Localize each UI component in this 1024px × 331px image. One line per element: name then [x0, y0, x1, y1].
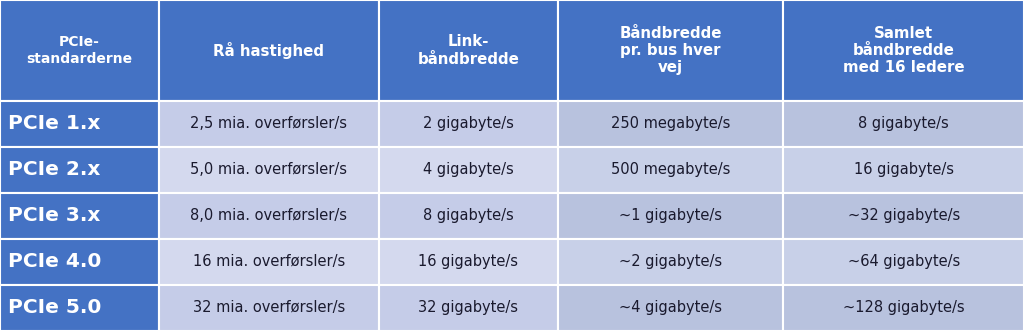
Text: PCIe 5.0: PCIe 5.0 — [8, 299, 101, 317]
FancyBboxPatch shape — [0, 147, 159, 193]
FancyBboxPatch shape — [558, 193, 783, 239]
Text: 4 gigabyte/s: 4 gigabyte/s — [423, 163, 514, 177]
Text: PCIe 2.x: PCIe 2.x — [8, 161, 100, 179]
FancyBboxPatch shape — [558, 285, 783, 331]
Text: 8 gigabyte/s: 8 gigabyte/s — [423, 209, 514, 223]
FancyBboxPatch shape — [379, 101, 558, 147]
FancyBboxPatch shape — [0, 239, 159, 285]
Text: Samlet
båndbredde
med 16 ledere: Samlet båndbredde med 16 ledere — [843, 25, 965, 75]
FancyBboxPatch shape — [783, 239, 1024, 285]
Text: Båndbredde
pr. bus hver
vej: Båndbredde pr. bus hver vej — [620, 25, 722, 75]
Text: 8 gigabyte/s: 8 gigabyte/s — [858, 117, 949, 131]
Text: ~64 gigabyte/s: ~64 gigabyte/s — [848, 255, 959, 269]
FancyBboxPatch shape — [159, 285, 379, 331]
FancyBboxPatch shape — [0, 193, 159, 239]
FancyBboxPatch shape — [0, 0, 159, 101]
FancyBboxPatch shape — [558, 147, 783, 193]
FancyBboxPatch shape — [783, 285, 1024, 331]
Text: ~4 gigabyte/s: ~4 gigabyte/s — [620, 301, 722, 315]
FancyBboxPatch shape — [159, 147, 379, 193]
FancyBboxPatch shape — [379, 147, 558, 193]
FancyBboxPatch shape — [558, 101, 783, 147]
FancyBboxPatch shape — [379, 285, 558, 331]
Text: 2 gigabyte/s: 2 gigabyte/s — [423, 117, 514, 131]
FancyBboxPatch shape — [783, 193, 1024, 239]
FancyBboxPatch shape — [558, 239, 783, 285]
Text: ~1 gigabyte/s: ~1 gigabyte/s — [620, 209, 722, 223]
FancyBboxPatch shape — [159, 239, 379, 285]
Text: 2,5 mia. overførsler/s: 2,5 mia. overførsler/s — [190, 117, 347, 131]
FancyBboxPatch shape — [159, 0, 379, 101]
Text: 500 megabyte/s: 500 megabyte/s — [611, 163, 730, 177]
Text: 8,0 mia. overførsler/s: 8,0 mia. overførsler/s — [190, 209, 347, 223]
FancyBboxPatch shape — [159, 193, 379, 239]
FancyBboxPatch shape — [0, 285, 159, 331]
Text: ~2 gigabyte/s: ~2 gigabyte/s — [620, 255, 722, 269]
FancyBboxPatch shape — [379, 193, 558, 239]
Text: 250 megabyte/s: 250 megabyte/s — [611, 117, 730, 131]
FancyBboxPatch shape — [159, 101, 379, 147]
Text: PCIe 1.x: PCIe 1.x — [8, 115, 100, 133]
FancyBboxPatch shape — [783, 147, 1024, 193]
Text: 5,0 mia. overførsler/s: 5,0 mia. overførsler/s — [190, 163, 347, 177]
Text: PCIe-
standarderne: PCIe- standarderne — [27, 35, 132, 66]
FancyBboxPatch shape — [0, 101, 159, 147]
Text: PCIe 3.x: PCIe 3.x — [8, 207, 100, 225]
FancyBboxPatch shape — [783, 0, 1024, 101]
FancyBboxPatch shape — [558, 0, 783, 101]
FancyBboxPatch shape — [379, 239, 558, 285]
Text: 16 gigabyte/s: 16 gigabyte/s — [854, 163, 953, 177]
Text: Link-
båndbredde: Link- båndbredde — [418, 34, 519, 67]
Text: 16 gigabyte/s: 16 gigabyte/s — [419, 255, 518, 269]
Text: Rå hastighed: Rå hastighed — [213, 42, 325, 59]
Text: ~32 gigabyte/s: ~32 gigabyte/s — [848, 209, 959, 223]
Text: 32 mia. overførsler/s: 32 mia. overførsler/s — [193, 301, 345, 315]
Text: 16 mia. overførsler/s: 16 mia. overførsler/s — [193, 255, 345, 269]
FancyBboxPatch shape — [379, 0, 558, 101]
Text: 32 gigabyte/s: 32 gigabyte/s — [419, 301, 518, 315]
Text: ~128 gigabyte/s: ~128 gigabyte/s — [843, 301, 965, 315]
FancyBboxPatch shape — [783, 101, 1024, 147]
Text: PCIe 4.0: PCIe 4.0 — [8, 253, 101, 271]
